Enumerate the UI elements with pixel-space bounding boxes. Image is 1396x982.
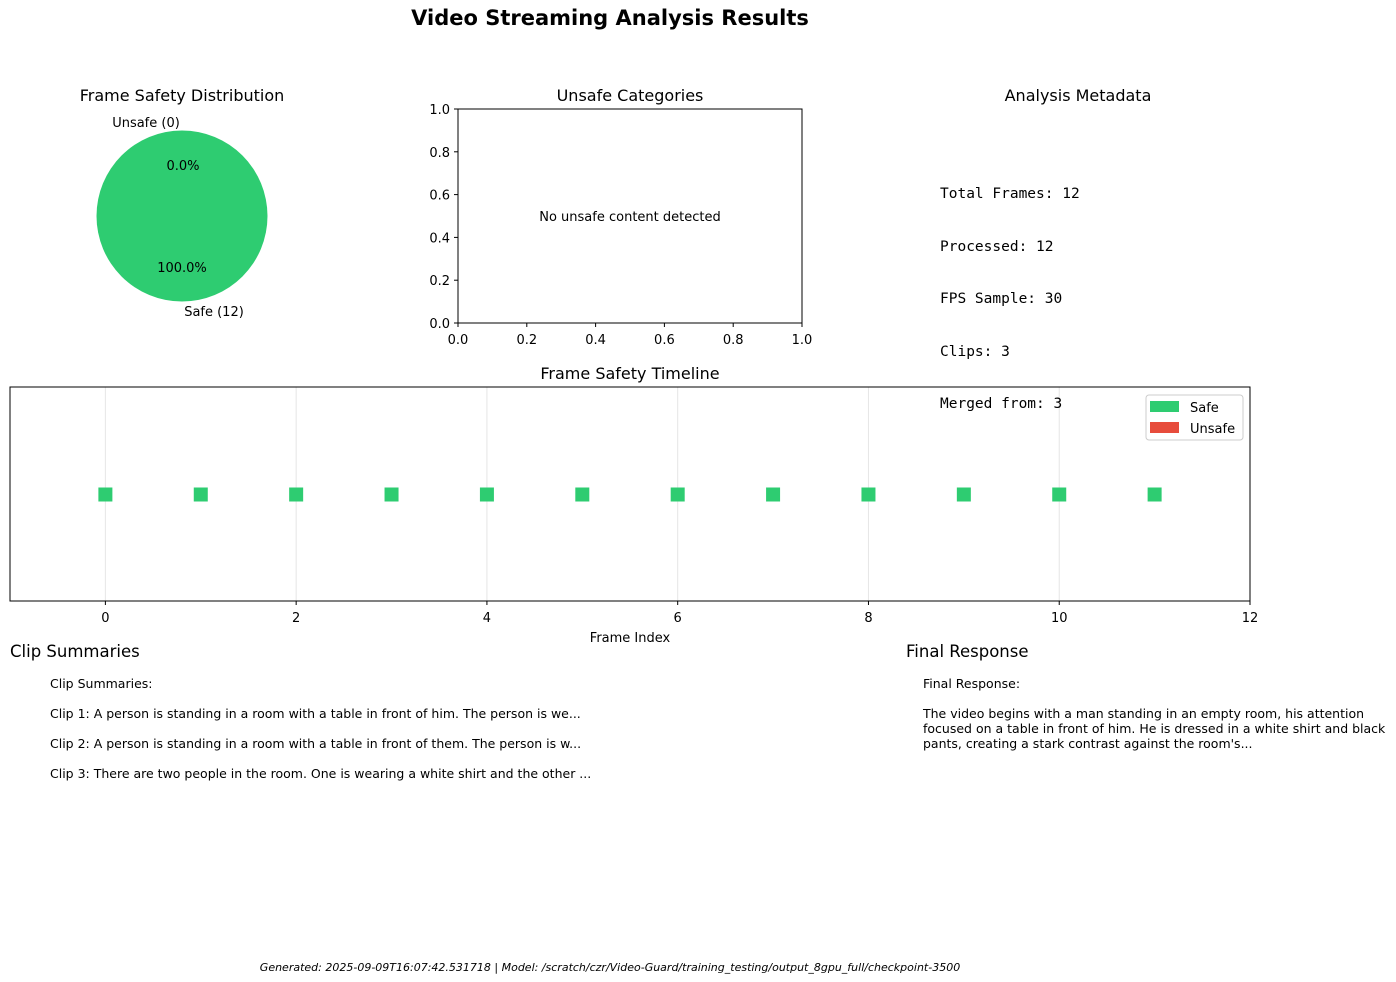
legend-swatch-safe <box>1150 401 1179 412</box>
final-response-heading: Final Response <box>906 642 1029 661</box>
timeline-point-safe <box>1147 487 1162 502</box>
final-response-line: The video begins with a man standing in … <box>923 706 1365 721</box>
categories-title: Unsafe Categories <box>556 86 704 105</box>
legend-swatch-unsafe <box>1150 422 1179 433</box>
categories-xtick-label: 0.8 <box>723 333 744 348</box>
metadata-title: Analysis Metadata <box>1004 86 1152 105</box>
categories-xtick-label: 1.0 <box>792 333 813 348</box>
timeline-xlabel: Frame Index <box>590 631 671 646</box>
final-response-line: pants, creating a stark contrast against… <box>923 736 1253 751</box>
categories-xtick-label: 0.0 <box>448 333 469 348</box>
metadata-line: FPS Sample: 30 <box>940 291 1063 307</box>
metadata-line: Clips: 3 <box>940 343 1010 360</box>
footer-generated: Generated: 2025-09-09T16:07:42.531718 | … <box>259 961 961 974</box>
categories-ytick-label: 0.4 <box>429 231 450 246</box>
timeline-title: Frame Safety Timeline <box>540 364 720 383</box>
pie-pct-safe: 100.0% <box>157 261 207 276</box>
timeline-xtick-label: 10 <box>1051 611 1068 626</box>
legend-label-unsafe: Unsafe <box>1190 422 1235 437</box>
categories-ytick-label: 0.0 <box>429 317 450 332</box>
pie-label-safe: Safe (12) <box>184 305 244 320</box>
metadata-line: Total Frames: 12 <box>940 186 1080 202</box>
timeline-xtick-label: 12 <box>1242 611 1259 626</box>
timeline-xtick-label: 8 <box>864 611 872 626</box>
pie-label-unsafe: Unsafe (0) <box>112 116 180 131</box>
final-response-text: The video begins with a man standing in … <box>923 706 1385 751</box>
clip-summary-item: Clip 3: There are two people in the room… <box>50 766 592 781</box>
timeline-point-safe <box>98 487 113 502</box>
metadata-line: Merged from: 3 <box>940 396 1063 412</box>
timeline-point-safe <box>289 487 304 502</box>
categories-axes-frame <box>457 108 803 324</box>
timeline-point-safe <box>670 487 685 502</box>
metadata-block: Total Frames: 12 Processed: 12 FPS Sampl… <box>940 151 1080 431</box>
timeline-point-safe <box>193 487 208 502</box>
timeline-point-safe <box>956 487 971 502</box>
timeline-point-safe <box>479 487 494 502</box>
timeline-xtick-label: 4 <box>483 611 491 626</box>
final-response-line: focused on a table in front of him. He i… <box>923 721 1386 736</box>
timeline-point-safe <box>575 487 590 502</box>
timeline-xtick-label: 0 <box>101 611 109 626</box>
timeline-point-safe <box>766 487 781 502</box>
categories-xtick-label: 0.2 <box>516 333 537 348</box>
categories-xtick-label: 0.6 <box>654 333 675 348</box>
categories-ytick-label: 1.0 <box>429 103 450 118</box>
pie-pct-unsafe: 0.0% <box>166 159 199 174</box>
final-response-label: Final Response: <box>923 676 1021 691</box>
timeline-xtick-label: 6 <box>674 611 682 626</box>
categories-xtick-label: 0.4 <box>585 333 606 348</box>
categories-ytick-label: 0.8 <box>429 146 450 161</box>
clip-summary-item: Clip 2: A person is standing in a room w… <box>50 736 582 751</box>
pie-title: Frame Safety Distribution <box>79 86 285 105</box>
page-title: Video Streaming Analysis Results <box>411 6 809 30</box>
timeline-axes-frame <box>9 386 1251 602</box>
timeline-point-safe <box>1052 487 1067 502</box>
categories-ytick-label: 0.2 <box>429 274 450 289</box>
clip-summary-label: Clip Summaries: <box>50 676 153 691</box>
metadata-line: Processed: 12 <box>940 238 1054 255</box>
legend-label-safe: Safe <box>1190 401 1219 416</box>
clip-summaries-heading: Clip Summaries <box>10 642 140 661</box>
categories-ytick-label: 0.6 <box>429 189 450 204</box>
pie-slice-safe <box>96 130 268 302</box>
clip-summary-item: Clip 1: A person is standing in a room w… <box>50 706 581 721</box>
timeline-point-safe <box>861 487 876 502</box>
timeline-xtick-label: 2 <box>292 611 300 626</box>
timeline-point-safe <box>384 487 399 502</box>
categories-empty-message: No unsafe content detected <box>539 210 720 225</box>
